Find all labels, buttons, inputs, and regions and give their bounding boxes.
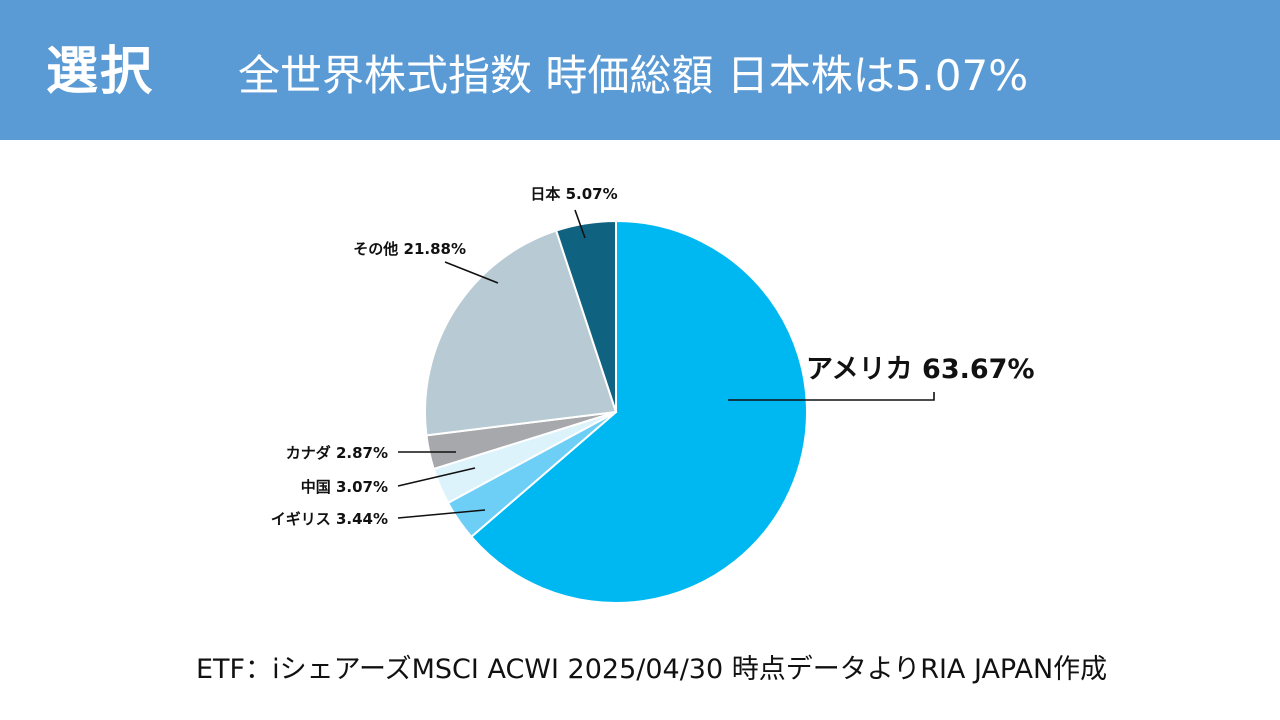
leader-line-3 <box>397 467 476 487</box>
slice-label-6: 日本 5.07% <box>530 185 617 203</box>
slice-label-3: 中国 3.07% <box>301 478 388 496</box>
leader-line-5 <box>444 261 499 284</box>
slice-label-1: アメリカ 63.67% <box>806 354 1035 385</box>
pie-slice-6 <box>554 219 617 413</box>
leader-line-1 <box>728 392 935 401</box>
slice-label-2: イギリス 3.44% <box>271 510 388 528</box>
source-note: ETF：iシェアーズMSCI ACWI 2025/04/30 時点データよりRI… <box>196 654 1108 685</box>
badge-label: 選択 <box>46 42 155 102</box>
slice-label-4: カナダ 2.87% <box>286 444 388 462</box>
title-banner: 選択 全世界株式指数 時価総額 日本株は5.07% <box>0 0 1280 140</box>
leader-line-6 <box>574 209 586 239</box>
page-title: 全世界株式指数 時価総額 日本株は5.07% <box>238 51 1029 100</box>
pie-slice-5 <box>423 229 618 437</box>
slice-label-5: その他 21.88% <box>353 240 466 258</box>
leader-line-2 <box>397 509 486 519</box>
pie-chart: アメリカ 63.67% イギリス 3.44% 中国 3.07% カナダ 2.87% その… <box>271 185 1035 604</box>
pie-slice-1 <box>469 219 808 604</box>
